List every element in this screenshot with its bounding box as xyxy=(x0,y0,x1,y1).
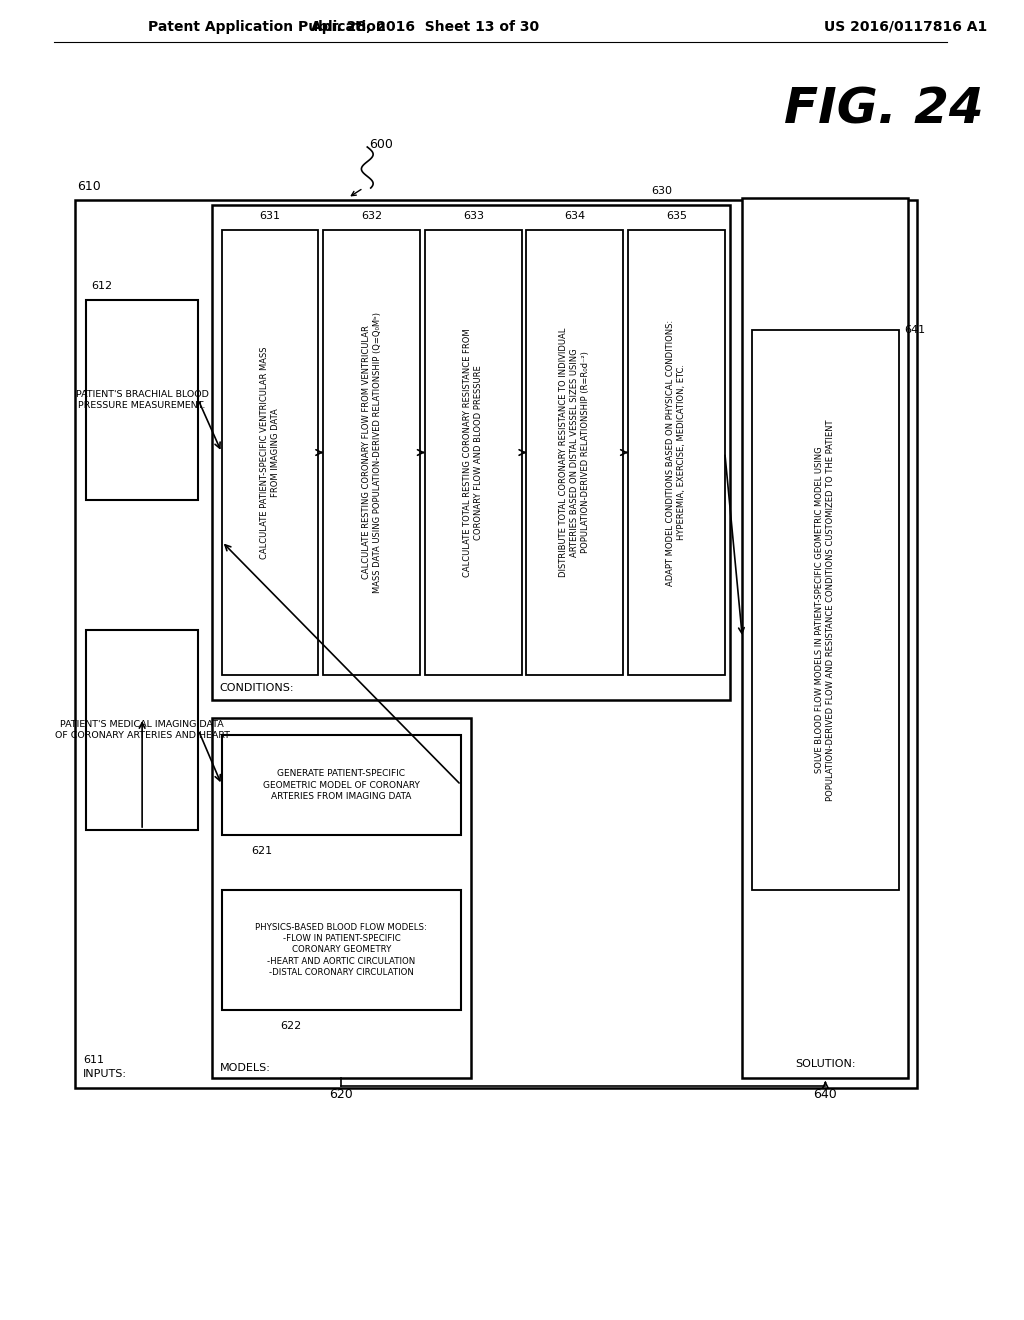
Text: Patent Application Publication: Patent Application Publication xyxy=(148,20,386,34)
Text: 635: 635 xyxy=(666,211,687,220)
Bar xyxy=(212,718,471,1078)
Text: ADAPT MODEL CONDITIONS BASED ON PHYSICAL CONDITIONS:
HYPEREMIA, EXERCISE, MEDICA: ADAPT MODEL CONDITIONS BASED ON PHYSICAL… xyxy=(667,319,686,586)
Text: 631: 631 xyxy=(260,211,281,220)
Text: 632: 632 xyxy=(361,211,382,220)
Text: PATIENT'S BRACHIAL BLOOD
PRESSURE MEASUREMENT.: PATIENT'S BRACHIAL BLOOD PRESSURE MEASUR… xyxy=(76,389,209,411)
Text: 634: 634 xyxy=(564,211,586,220)
Text: 641: 641 xyxy=(904,325,926,335)
Text: 611: 611 xyxy=(83,1055,104,1065)
Text: GENERATE PATIENT-SPECIFIC
GEOMETRIC MODEL OF CORONARY
ARTERIES FROM IMAGING DATA: GENERATE PATIENT-SPECIFIC GEOMETRIC MODE… xyxy=(263,770,420,801)
Bar xyxy=(742,198,908,1078)
Text: CONDITIONS:: CONDITIONS: xyxy=(220,682,294,693)
Text: 612: 612 xyxy=(91,281,112,290)
Text: SOLUTION:: SOLUTION: xyxy=(796,1059,856,1069)
Text: MODELS:: MODELS: xyxy=(220,1063,270,1073)
Text: 600: 600 xyxy=(370,139,393,152)
Bar xyxy=(86,630,199,830)
Bar xyxy=(526,230,624,675)
Text: 610: 610 xyxy=(77,180,101,193)
Text: 633: 633 xyxy=(463,211,483,220)
Bar xyxy=(628,230,725,675)
Text: SOLVE BLOOD FLOW MODELS IN PATIENT-SPECIFIC GEOMETRIC MODEL USING
POPULATION-DER: SOLVE BLOOD FLOW MODELS IN PATIENT-SPECI… xyxy=(815,420,836,801)
Text: 640: 640 xyxy=(813,1088,838,1101)
Text: 622: 622 xyxy=(281,1020,302,1031)
Text: 630: 630 xyxy=(651,186,673,195)
Bar xyxy=(222,890,461,1010)
Bar xyxy=(425,230,521,675)
Bar xyxy=(753,330,899,890)
Bar xyxy=(324,230,420,675)
Text: FIG. 24: FIG. 24 xyxy=(784,86,984,135)
Text: INPUTS:: INPUTS: xyxy=(83,1069,127,1078)
Text: CALCULATE TOTAL RESTING CORONARY RESISTANCE FROM
CORONARY FLOW AND BLOOD PRESSUR: CALCULATE TOTAL RESTING CORONARY RESISTA… xyxy=(463,329,483,577)
Text: 621: 621 xyxy=(251,846,272,855)
Text: CALCULATE PATIENT-SPECIFIC VENTRICULAR MASS
FROM IMAGING DATA: CALCULATE PATIENT-SPECIFIC VENTRICULAR M… xyxy=(260,346,281,558)
Text: CALCULATE RESTING CORONARY FLOW FROM VENTRICULAR
MASS DATA USING POPULATION-DERI: CALCULATE RESTING CORONARY FLOW FROM VEN… xyxy=(361,312,382,593)
Bar xyxy=(86,300,199,500)
Text: Apr. 28, 2016  Sheet 13 of 30: Apr. 28, 2016 Sheet 13 of 30 xyxy=(311,20,539,34)
Text: US 2016/0117816 A1: US 2016/0117816 A1 xyxy=(824,20,988,34)
Text: DISTRIBUTE TOTAL CORONARY RESISTANCE TO INDIVIDUAL
ARTERIES BASED ON DISTAL VESS: DISTRIBUTE TOTAL CORONARY RESISTANCE TO … xyxy=(559,327,591,577)
Text: 620: 620 xyxy=(330,1088,353,1101)
Bar xyxy=(222,230,318,675)
Bar xyxy=(222,735,461,836)
Bar xyxy=(75,201,918,1088)
Bar xyxy=(212,205,730,700)
Text: PHYSICS-BASED BLOOD FLOW MODELS:
-FLOW IN PATIENT-SPECIFIC
CORONARY GEOMETRY
-HE: PHYSICS-BASED BLOOD FLOW MODELS: -FLOW I… xyxy=(255,923,427,977)
Text: PATIENT'S MEDICAL IMAGING DATA
OF CORONARY ARTERIES AND HEART: PATIENT'S MEDICAL IMAGING DATA OF CORONA… xyxy=(54,719,229,741)
